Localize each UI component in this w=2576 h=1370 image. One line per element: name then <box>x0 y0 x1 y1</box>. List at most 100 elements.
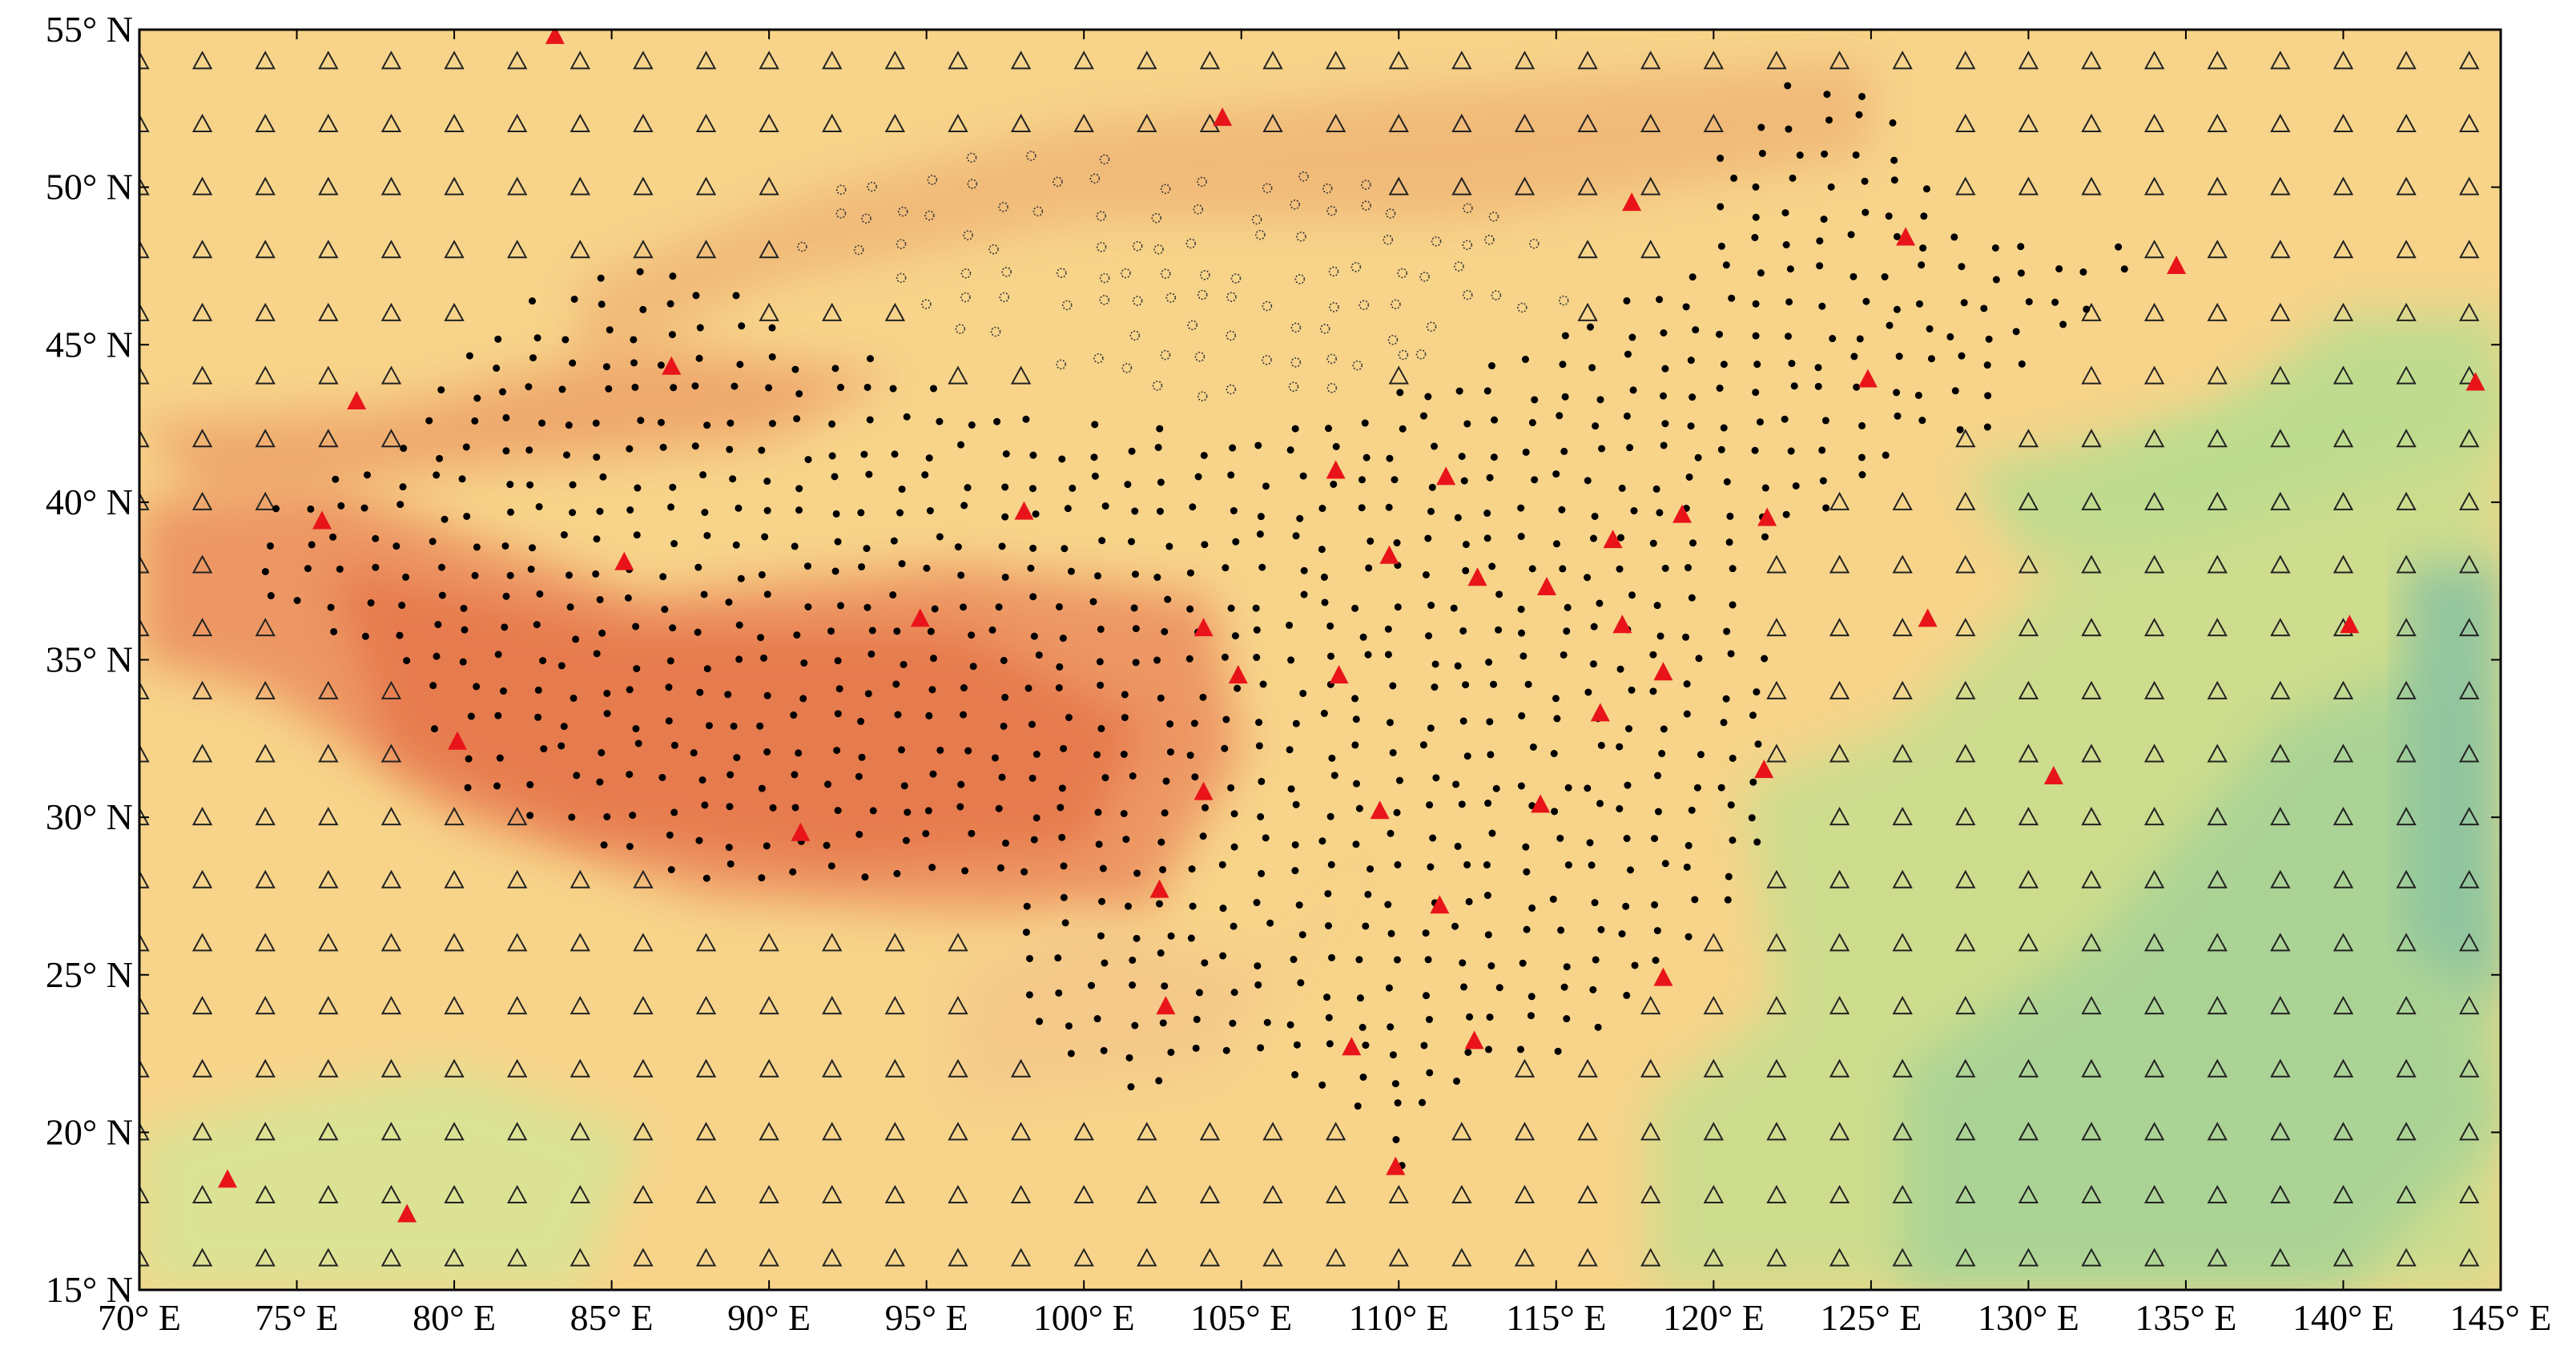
network-node <box>1359 633 1367 641</box>
grid-triangle <box>570 240 590 259</box>
network-node <box>1464 1049 1472 1057</box>
network-node <box>1652 957 1660 965</box>
network-node <box>1090 453 1098 461</box>
grid-triangle <box>1703 113 1725 132</box>
grid-triangle <box>2396 302 2417 321</box>
network-node <box>731 382 739 390</box>
network-node <box>702 874 710 882</box>
network-node <box>1328 953 1336 961</box>
network-node <box>1956 425 1964 433</box>
network-node <box>272 505 280 513</box>
network-node-open <box>1350 262 1362 272</box>
grid-triangle <box>1892 807 1913 826</box>
network-node <box>437 563 445 571</box>
grid-triangle <box>1766 933 1787 952</box>
grid-triangle <box>444 302 465 321</box>
grid-triangle <box>570 1184 590 1204</box>
station <box>1537 577 1557 596</box>
grid-triangle <box>1325 50 1346 70</box>
network-node <box>1258 563 1266 571</box>
grid-triangle <box>2332 743 2354 763</box>
grid-triangle <box>191 176 213 195</box>
network-node <box>834 710 842 718</box>
grid-triangle <box>1892 618 1913 637</box>
network-node <box>396 631 404 639</box>
network-node <box>569 509 577 517</box>
network-node <box>361 632 369 640</box>
network-node-open <box>1462 240 1473 251</box>
grid-triangle <box>2081 554 2102 574</box>
grid-triangle <box>1262 1247 1283 1267</box>
network-node <box>695 354 703 362</box>
network-node <box>1254 981 1262 989</box>
network-node <box>1528 565 1536 573</box>
grid-triangle <box>2081 365 2102 385</box>
grid-triangle <box>1955 1058 1976 1078</box>
network-node <box>1257 812 1265 820</box>
network-node <box>1253 654 1261 662</box>
network-node-open <box>1387 334 1399 345</box>
network-node <box>831 473 839 481</box>
grid-triangle <box>1829 1058 1850 1078</box>
network-node <box>1286 621 1294 629</box>
network-node <box>1035 651 1043 659</box>
grid-triangle <box>1010 365 1032 385</box>
grid-triangle <box>318 176 339 195</box>
grid-triangle <box>139 995 150 1015</box>
network-node <box>1166 720 1174 728</box>
network-node <box>593 650 601 658</box>
grid-triangle <box>1955 995 1976 1015</box>
grid-triangle <box>1892 869 1913 888</box>
network-node-open <box>988 244 999 255</box>
network-node <box>1431 660 1439 668</box>
grid-triangle <box>759 176 779 195</box>
network-node <box>1491 416 1499 424</box>
network-node <box>1691 896 1699 904</box>
grid-triangle <box>1388 176 1409 195</box>
network-node <box>1517 504 1525 512</box>
grid-triangle <box>444 50 465 70</box>
network-node-open <box>1226 292 1237 302</box>
network-node <box>1827 183 1835 191</box>
network-node <box>1825 116 1833 124</box>
station <box>1149 879 1169 898</box>
network-node <box>904 808 912 816</box>
grid-triangle <box>2270 113 2291 132</box>
network-node <box>1749 778 1757 786</box>
grid-triangle <box>2396 869 2417 888</box>
network-node <box>1790 382 1798 390</box>
grid-triangle <box>695 1247 717 1267</box>
network-node <box>1862 208 1870 216</box>
network-node <box>1189 902 1197 910</box>
grid-triangle <box>1577 176 1598 195</box>
grid-triangle <box>2332 933 2354 952</box>
network-node <box>304 565 312 573</box>
network-node <box>2018 360 2026 368</box>
network-node <box>630 336 638 344</box>
network-node <box>1687 357 1695 365</box>
network-node <box>998 773 1006 781</box>
grid-triangle <box>570 995 590 1015</box>
grid-triangle <box>822 302 843 321</box>
grid-triangle <box>570 1247 590 1267</box>
network-node <box>1129 981 1137 989</box>
network-node-open <box>861 213 871 224</box>
grid-triangle <box>2207 176 2228 195</box>
grid-triangle <box>318 302 339 321</box>
network-node <box>837 384 845 392</box>
network-node <box>1230 506 1238 514</box>
grid-triangle <box>2396 429 2417 448</box>
network-node <box>758 446 766 454</box>
network-node <box>506 571 514 579</box>
grid-triangle <box>2396 365 2417 385</box>
network-node <box>1259 680 1267 688</box>
grid-triangle <box>759 1184 779 1204</box>
network-node-open <box>1099 295 1110 305</box>
network-node <box>1351 695 1359 703</box>
grid-triangle <box>1955 429 1976 448</box>
network-node <box>1960 299 1968 307</box>
network-node-open <box>1132 296 1143 306</box>
network-node <box>467 712 475 720</box>
